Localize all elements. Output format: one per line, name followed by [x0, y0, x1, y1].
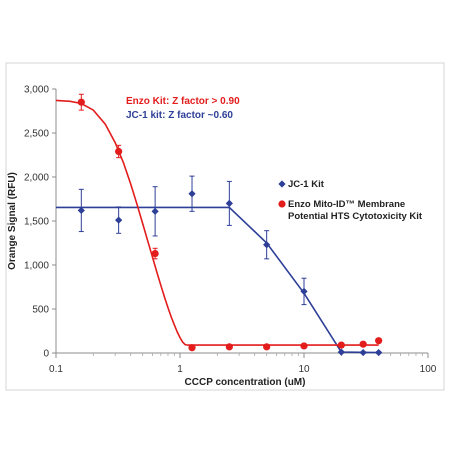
- data-point-enzo: [359, 340, 367, 348]
- data-point-enzo: [337, 341, 345, 349]
- annotation-jc1-z-factor: JC-1 kit: Z factor ~0.60: [126, 110, 233, 121]
- y-tick-label: 500: [32, 305, 49, 316]
- data-point-enzo: [375, 337, 383, 345]
- y-tick-label: 1,000: [24, 261, 49, 272]
- y-tick-label: 2,500: [24, 129, 49, 140]
- data-point-enzo: [77, 98, 85, 106]
- legend-label-jc1: JC-1 Kit: [288, 179, 325, 190]
- legend-marker-jc1: [278, 180, 286, 188]
- chart-border: [5, 62, 445, 391]
- data-point-jc1: [115, 216, 123, 224]
- legend: JC-1 Kit Enzo Mito-ID™ Membrane Potentia…: [278, 179, 423, 222]
- data-point-jc1: [337, 348, 345, 356]
- x-tick-label: 100: [420, 364, 437, 375]
- data-point-enzo: [188, 344, 196, 352]
- x-tick-label: 10: [298, 364, 310, 375]
- legend-label-enzo-line2: Potential HTS Cytotoxicity Kit: [288, 211, 423, 222]
- data-point-jc1: [375, 348, 383, 357]
- data-point-enzo: [151, 249, 159, 258]
- y-tick-label: 0: [43, 349, 49, 360]
- y-tick-label: 1,500: [24, 217, 49, 228]
- legend-item-jc1: JC-1 Kit: [278, 179, 325, 190]
- legend-item-enzo: Enzo Mito-ID™ Membrane Potential HTS Cyt…: [278, 199, 423, 222]
- tick-labels: 0 500 1,000 1,500 2,000 2,500 3,000 0.1 1 10 100: [24, 85, 437, 376]
- x-tick-label: 1: [177, 364, 183, 375]
- fit-curve-jc1: [56, 206, 379, 354]
- data-point-jc1: [263, 241, 271, 249]
- data-point-jc1: [225, 199, 233, 207]
- data-point-jc1: [300, 287, 308, 295]
- x-axis-title: CCCP concentration (uM): [185, 377, 306, 388]
- data-point-enzo: [263, 343, 271, 351]
- data-point-jc1: [151, 207, 159, 215]
- y-tick-label: 2,000: [24, 173, 49, 184]
- y-axis-title: Orange Signal (RFU): [7, 172, 18, 270]
- data-point-jc1: [188, 190, 196, 198]
- y-tick-label: 3,000: [24, 85, 49, 96]
- data-point-enzo: [225, 343, 233, 351]
- data-point-enzo: [300, 342, 308, 350]
- data-point-enzo: [115, 147, 123, 156]
- annotation-enzo-z-factor: Enzo Kit: Z factor > 0.90: [126, 96, 240, 107]
- legend-marker-enzo: [278, 200, 286, 208]
- data-points: [77, 98, 383, 357]
- legend-label-enzo-line1: Enzo Mito-ID™ Membrane: [288, 199, 405, 210]
- fit-curve-enzo: [55, 99, 379, 346]
- fit-curves: [55, 99, 379, 354]
- data-point-jc1: [359, 348, 367, 357]
- data-point-jc1: [77, 206, 85, 215]
- x-tick-label: 0.1: [49, 364, 63, 375]
